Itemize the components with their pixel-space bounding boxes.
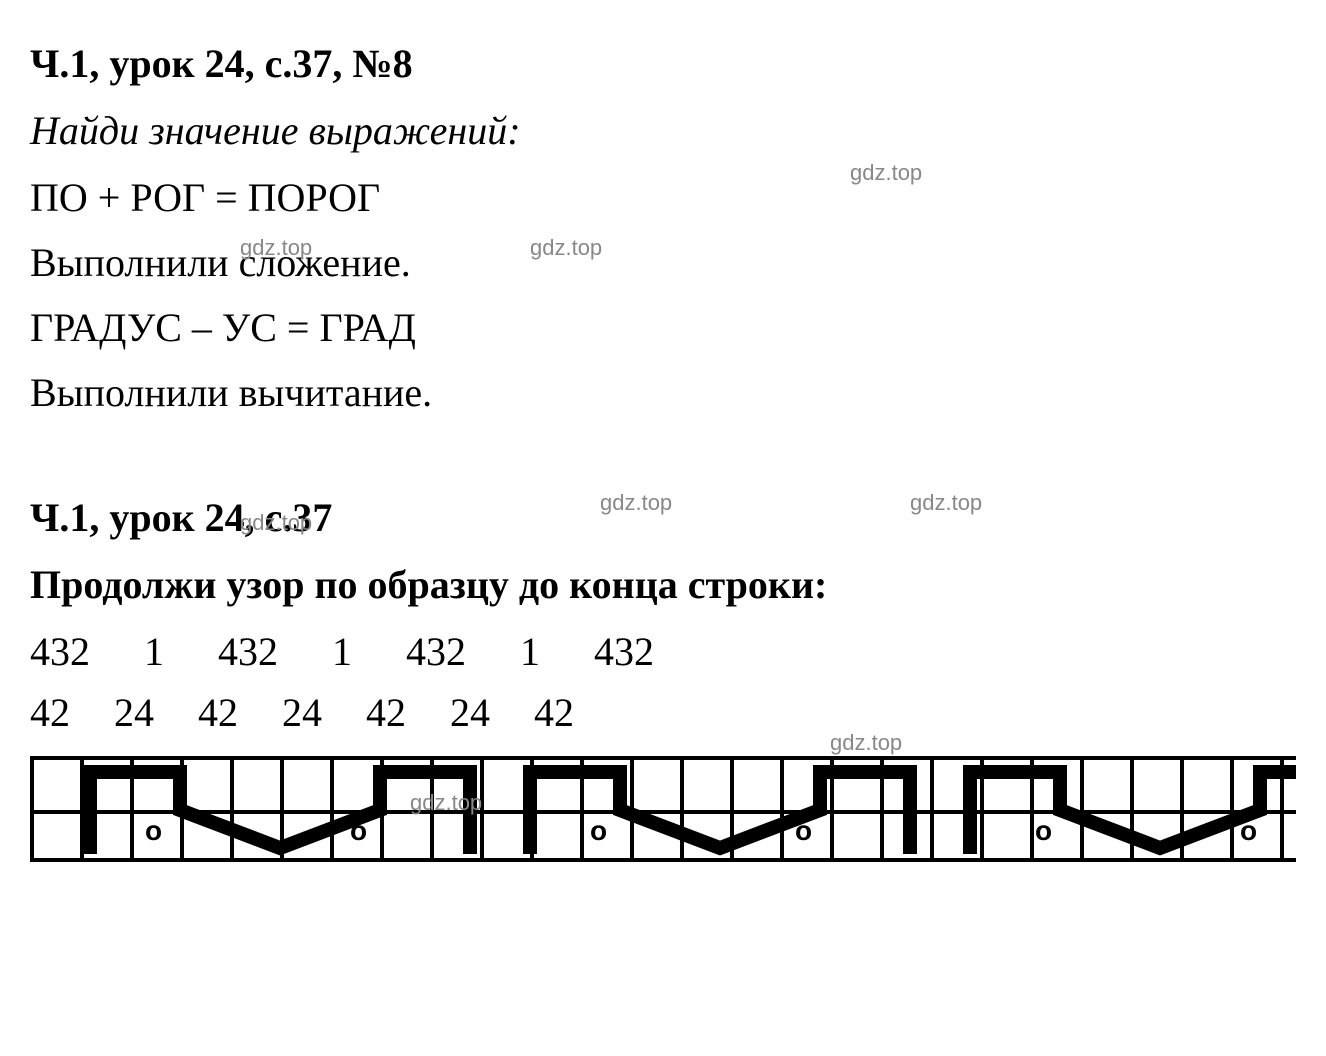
nr1-6: 432: [594, 628, 654, 675]
expression-1: ПО + РОГ = ПОРОГ: [30, 174, 1296, 221]
grid-v-line: [30, 760, 34, 858]
grid-v-line: [280, 760, 284, 858]
nr2-5: 24: [450, 689, 490, 736]
grid-v-line: [1130, 760, 1134, 858]
grid-v-line: [630, 760, 634, 858]
grid-v-line: [930, 760, 934, 858]
o-marker-4: о: [1035, 815, 1052, 847]
grid-v-line: [1030, 760, 1034, 858]
number-row-1: 432 1 432 1 432 1 432: [30, 628, 1296, 675]
watermark-0: gdz.top: [850, 160, 922, 186]
o-marker-2: о: [590, 815, 607, 847]
o-marker-3: о: [795, 815, 812, 847]
nr2-1: 24: [114, 689, 154, 736]
grid-v-line: [380, 760, 384, 858]
nr2-0: 42: [30, 689, 70, 736]
pattern-grid: оооооо: [30, 756, 1296, 862]
watermark-7: gdz.top: [410, 790, 482, 816]
grid-v-line: [880, 760, 884, 858]
watermark-1: gdz.top: [240, 235, 312, 261]
o-marker-1: о: [350, 815, 367, 847]
o-marker-0: о: [145, 815, 162, 847]
section-1: Ч.1, урок 24, с.37, №8 Найди значение вы…: [30, 40, 1296, 416]
watermark-5: gdz.top: [240, 510, 312, 536]
nr1-5: 1: [520, 628, 540, 675]
grid-h-line: [30, 810, 1296, 814]
grid-v-line: [730, 760, 734, 858]
nr1-2: 432: [218, 628, 278, 675]
grid-v-line: [180, 760, 184, 858]
nr2-4: 42: [366, 689, 406, 736]
o-marker-5: о: [1240, 815, 1257, 847]
nr2-6: 42: [534, 689, 574, 736]
grid-v-line: [980, 760, 984, 858]
grid-v-line: [780, 760, 784, 858]
expression-2: ГРАДУС – УС = ГРАД: [30, 304, 1296, 351]
grid-v-line: [580, 760, 584, 858]
explanation-1: Выполнили сложение.: [30, 239, 1296, 286]
grid-v-line: [230, 760, 234, 858]
grid-v-line: [1280, 760, 1284, 858]
explanation-2: Выполнили вычитание.: [30, 369, 1296, 416]
number-row-2: 42 24 42 24 42 24 42: [30, 689, 1296, 736]
grid-v-line: [330, 760, 334, 858]
grid-v-line: [1080, 760, 1084, 858]
grid-v-line: [680, 760, 684, 858]
grid-v-line: [130, 760, 134, 858]
watermark-4: gdz.top: [910, 490, 982, 516]
grid-v-line: [1180, 760, 1184, 858]
watermark-2: gdz.top: [530, 235, 602, 261]
nr1-3: 1: [332, 628, 352, 675]
grid-v-line: [1230, 760, 1234, 858]
nr1-1: 1: [144, 628, 164, 675]
section-1-instruction: Найди значение выражений:: [30, 107, 1296, 154]
section-2-instruction: Продолжи узор по образцу до конца строки…: [30, 561, 1296, 608]
grid-v-line: [530, 760, 534, 858]
nr1-0: 432: [30, 628, 90, 675]
section-2: Ч.1, урок 24, с.37 Продолжи узор по обра…: [30, 494, 1296, 736]
watermark-3: gdz.top: [600, 490, 672, 516]
section-1-heading: Ч.1, урок 24, с.37, №8: [30, 40, 1296, 87]
nr2-2: 42: [198, 689, 238, 736]
grid-v-line: [80, 760, 84, 858]
nr1-4: 432: [406, 628, 466, 675]
nr2-3: 24: [282, 689, 322, 736]
grid-v-line: [830, 760, 834, 858]
watermark-6: gdz.top: [830, 730, 902, 756]
